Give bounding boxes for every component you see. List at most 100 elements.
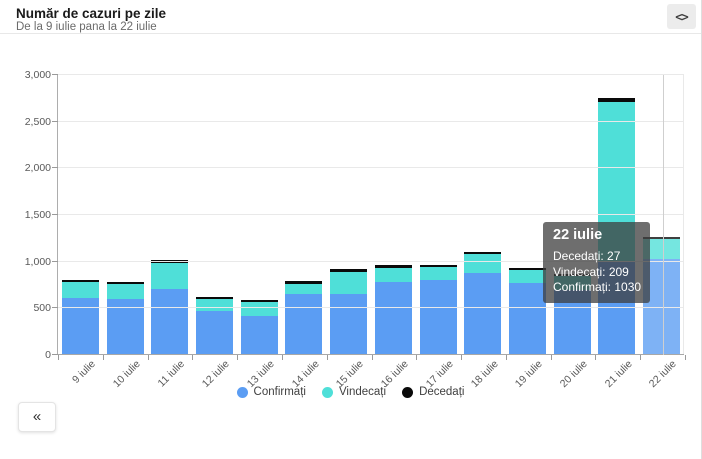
- x-axis-tick: [505, 355, 507, 360]
- double-chevron-left-icon: «: [32, 407, 42, 425]
- bar-slot-13-iulie: 13 iulie: [237, 75, 282, 390]
- embed-code-button[interactable]: <>: [667, 4, 696, 29]
- legend-dot-icon: [321, 386, 333, 398]
- y-axis-tick: [52, 307, 58, 309]
- bar-segment-confirmați: [509, 283, 547, 355]
- plot-area: 9 iulie 10 iulie 11 iulie 12 iulie 13 iulie 1…: [25, 69, 686, 390]
- bars-container: 9 iulie 10 iulie 11 iulie 12 iulie 13 iulie 1…: [58, 75, 684, 390]
- bar-slot-16-iulie: 16 iulie: [371, 75, 416, 390]
- y-axis-label: 1,000: [24, 255, 51, 268]
- legend-item-decedați[interactable]: Decedați: [402, 386, 464, 398]
- gridline-1,500: [58, 214, 684, 215]
- bar-slot-21-iulie: 21 iulie: [595, 75, 640, 390]
- bar-slot-15-iulie: 15 iulie: [326, 75, 371, 390]
- gridline-2,000: [58, 167, 684, 169]
- bar-19-iulie[interactable]: [509, 268, 547, 355]
- gridline-2,500: [58, 120, 684, 122]
- bar-segment-decedați: [61, 279, 99, 282]
- bar-segment-confirmați: [240, 315, 278, 355]
- bar-segment-confirmați: [374, 282, 412, 355]
- bar-segment-decedați: [509, 268, 547, 271]
- tooltip-title: 22 iulie: [553, 227, 603, 243]
- bar-17-iulie[interactable]: [419, 264, 457, 355]
- bar-segment-vindecați: [196, 298, 234, 312]
- bar-slot-19-iulie: 19 iulie: [505, 75, 550, 390]
- bar-segment-decedați: [330, 269, 368, 273]
- bar-segment-decedați: [419, 264, 457, 267]
- legend-dot-icon: [236, 386, 248, 398]
- y-axis-tick: [52, 167, 58, 169]
- bar-9-iulie[interactable]: [61, 279, 99, 355]
- gridline-1,000: [58, 260, 684, 262]
- bar-segment-decedați: [598, 98, 636, 102]
- collapse-button[interactable]: «: [18, 402, 56, 432]
- y-axis-label: 0: [45, 349, 51, 361]
- bar-10-iulie[interactable]: [106, 281, 144, 355]
- bar-segment-vindecați: [464, 253, 502, 273]
- bar-segment-vindecați: [509, 270, 547, 284]
- bar-slot-9-iulie: 9 iulie: [58, 75, 103, 386]
- y-axis-tick: [52, 74, 58, 75]
- bar-slot-17-iulie: 17 iulie: [416, 75, 461, 390]
- bar-segment-confirmați: [330, 294, 368, 355]
- bar-13-iulie[interactable]: [240, 299, 278, 355]
- bar-12-iulie[interactable]: [196, 296, 234, 355]
- bar-slot-14-iulie: 14 iulie: [282, 75, 327, 390]
- bar-14-iulie[interactable]: [285, 281, 323, 355]
- bar-18-iulie[interactable]: [464, 251, 502, 355]
- x-axis-tick: [326, 355, 328, 360]
- code-icon: <>: [675, 9, 688, 24]
- x-axis-tick: [550, 355, 552, 360]
- bar-segment-confirmați: [151, 289, 189, 355]
- bar-segment-decedați: [106, 281, 144, 284]
- bar-slot-12-iulie: 12 iulie: [192, 75, 237, 390]
- bar-segment-vindecați: [330, 272, 368, 295]
- bar-segment-vindecați: [151, 262, 189, 290]
- bar-slot-10-iulie: 10 iulie: [103, 75, 148, 390]
- x-axis-tick: [192, 355, 194, 360]
- x-axis-tick: [237, 355, 239, 360]
- page-title: Număr de cazuri pe zile: [16, 6, 167, 21]
- tooltip-row-confirmați: Confirmați: 1030: [553, 280, 642, 295]
- bar-segment-confirmați: [419, 280, 457, 355]
- x-axis-tick: [58, 355, 59, 360]
- bar-16-iulie[interactable]: [374, 265, 412, 355]
- y-axis-label: 500: [33, 302, 51, 315]
- bar-segment-decedați: [464, 251, 502, 254]
- legend-label: Vindecați: [338, 386, 387, 398]
- legend-dot-icon: [402, 386, 414, 398]
- bar-segment-vindecați: [240, 301, 278, 316]
- bar-segment-vindecați: [61, 281, 99, 298]
- bar-slot-11-iulie: 11 iulie: [147, 75, 192, 389]
- bar-slot-20-iulie: 20 iulie: [550, 75, 595, 390]
- bar-segment-vindecați: [419, 266, 457, 281]
- x-axis-tick: [640, 355, 642, 360]
- bar-segment-confirmați: [61, 297, 99, 355]
- bar-slot-18-iulie: 18 iulie: [460, 75, 505, 390]
- x-axis-tick: [595, 355, 597, 360]
- gridline-3,000: [58, 74, 684, 75]
- tooltip-row-vindecați: Vindecați: 209: [553, 264, 629, 279]
- x-axis-tick: [416, 355, 418, 360]
- legend-item-vindecați[interactable]: Vindecați: [321, 386, 387, 398]
- bar-segment-decedați: [240, 299, 278, 302]
- page-subtitle: De la 9 iulie pana la 22 iulie: [16, 21, 157, 33]
- y-axis-label: 2,000: [24, 162, 51, 175]
- bar-segment-confirmați: [196, 311, 234, 355]
- tooltip-rows: Decedați: 27 Vindecați: 209 Confirmați: 10…: [553, 249, 642, 296]
- legend-item-confirmați[interactable]: Confirmați: [236, 386, 306, 398]
- y-axis-tick: [52, 214, 58, 215]
- bar-15-iulie[interactable]: [330, 269, 368, 355]
- y-axis-label: 3,000: [24, 69, 51, 81]
- plot-right-border: [683, 75, 684, 355]
- bar-segment-vindecați: [374, 268, 412, 283]
- x-axis-tick: [102, 355, 104, 360]
- y-axis-tick: [52, 120, 58, 122]
- tooltip-row-decedați: Decedați: 27: [553, 249, 621, 263]
- legend: Confirmați Vindecați Decedați: [0, 382, 701, 402]
- tooltip: 22 iulie Decedați: 27 Vindecați: 209 Confi…: [543, 222, 650, 304]
- bar-segment-vindecați: [643, 239, 681, 259]
- x-axis-tick: [461, 355, 463, 360]
- legend-label: Decedați: [419, 386, 465, 398]
